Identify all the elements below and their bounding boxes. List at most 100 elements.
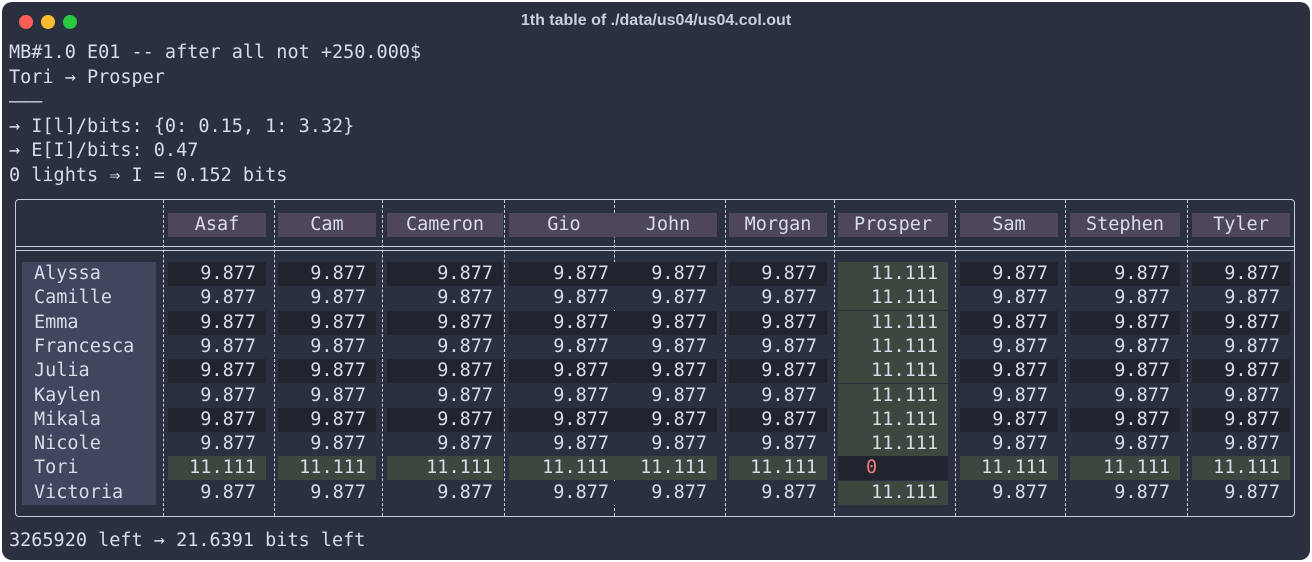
- table-cell: 9.877: [1192, 407, 1290, 432]
- table-cell: 11.111: [168, 456, 266, 481]
- table-cell: 11.111: [838, 359, 948, 384]
- column-header: Prosper: [838, 213, 948, 237]
- window-title: 1th table of ./data/us04/us04.col.out: [520, 12, 792, 29]
- table-cell: 9.877: [619, 262, 717, 286]
- minimize-button[interactable]: [41, 15, 55, 29]
- table-cell: 9.877: [509, 432, 619, 457]
- table-cell: 9.877: [168, 480, 266, 505]
- table-cell: 9.877: [509, 407, 619, 432]
- table-cell: 9.877: [1070, 359, 1180, 384]
- table-cell: 9.877: [1192, 262, 1290, 286]
- table-cell: 9.877: [729, 432, 827, 457]
- table-cell: 11.111: [509, 456, 619, 481]
- table-cell: 9.877: [619, 480, 717, 505]
- row-label: Francesca: [34, 335, 135, 357]
- table-cell: 11.111: [1070, 456, 1180, 481]
- table-cell: 9.877: [278, 262, 376, 286]
- table-cell: 11.111: [619, 456, 717, 481]
- table-cell: 9.877: [509, 480, 619, 505]
- row-label: Victoria: [34, 481, 124, 503]
- table-cell: 9.877: [168, 334, 266, 359]
- table-cell: 9.877: [509, 310, 619, 335]
- table-cell: 9.877: [1070, 480, 1180, 505]
- row-label: Kaylen: [34, 384, 101, 406]
- row-label: Mikala: [34, 408, 101, 430]
- table-cell: 9.877: [729, 310, 827, 335]
- table-cell: 9.877: [619, 432, 717, 457]
- table-cell: 9.877: [168, 407, 266, 432]
- close-button[interactable]: [19, 15, 33, 29]
- table-cell: 9.877: [960, 310, 1058, 335]
- table-cell: 9.877: [278, 480, 376, 505]
- table-cell: 9.877: [509, 262, 619, 286]
- table-cell: 11.111: [387, 456, 503, 481]
- output-line-4: → I[l]/bits: {0: 0.15, 1: 3.32}: [9, 116, 355, 137]
- table-cell: 9.877: [387, 310, 503, 335]
- table-cell: 11.111: [838, 286, 948, 311]
- table-cell: 9.877: [729, 407, 827, 432]
- table-cell: 9.877: [168, 359, 266, 384]
- table-cell: 11.111: [729, 456, 827, 481]
- table-cell: 9.877: [1070, 286, 1180, 311]
- table-cell: 9.877: [619, 383, 717, 408]
- table-cell: 9.877: [168, 262, 266, 286]
- row-label: Nicole: [34, 433, 101, 455]
- probability-table: Asaf Cam Cameron Gio John Morgan Prosper Sam Ste…: [15, 199, 1295, 517]
- table-cell: 9.877: [278, 407, 376, 432]
- table-cell: 9.877: [960, 286, 1058, 311]
- table-cell: 11.111: [838, 310, 948, 335]
- column-header: Sam: [960, 213, 1058, 237]
- table-cell: 9.877: [1070, 310, 1180, 335]
- output-line-2: Tori → Prosper: [9, 67, 165, 88]
- column-header: Gio: [509, 213, 619, 237]
- table-cell: 11.111: [838, 262, 948, 286]
- table-cell: 9.877: [1192, 286, 1290, 311]
- table-cell: 9.877: [168, 286, 266, 311]
- table-cell: 9.877: [960, 432, 1058, 457]
- table-cell: 11.111: [838, 334, 948, 359]
- table-cell: 9.877: [619, 359, 717, 384]
- table-cell: 9.877: [278, 334, 376, 359]
- table-cell: 9.877: [1070, 383, 1180, 408]
- footer-line: 3265920 left → 21.6391 bits left: [9, 530, 366, 551]
- output-line-1: MB#1.0 E01 -- after all not +250.000$: [9, 42, 422, 63]
- table-cell: 9.877: [509, 383, 619, 408]
- table-cell: 11.111: [278, 456, 376, 481]
- table-cell: 9.877: [1192, 480, 1290, 505]
- table-cell: 9.877: [960, 262, 1058, 286]
- table-cell: 11.111: [838, 480, 948, 505]
- column-header: Asaf: [168, 213, 266, 237]
- table-cell: 9.877: [1070, 334, 1180, 359]
- table-cell: 11.111: [838, 383, 948, 408]
- output-line-5: → E[I]/bits: 0.47: [9, 140, 199, 161]
- table-cell: 9.877: [729, 334, 827, 359]
- table-cell: 9.877: [387, 262, 503, 286]
- table-cell: 9.877: [1192, 359, 1290, 384]
- table-cell: 9.877: [387, 334, 503, 359]
- table-cell: 9.877: [729, 359, 827, 384]
- column-header: Cam: [278, 213, 376, 237]
- table-cell: 9.877: [960, 334, 1058, 359]
- table-cell: 9.877: [387, 359, 503, 384]
- table-cell: 9.877: [278, 286, 376, 311]
- table-cell: 11.111: [838, 432, 948, 457]
- table-cell: 9.877: [278, 432, 376, 457]
- table-cell: 9.877: [619, 334, 717, 359]
- table-cell: 9.877: [509, 359, 619, 384]
- table-cell: 9.877: [509, 334, 619, 359]
- table-cell: 9.877: [619, 310, 717, 335]
- table-cell: 9.877: [387, 432, 503, 457]
- table-cell: 9.877: [1192, 383, 1290, 408]
- zoom-button[interactable]: [63, 15, 77, 29]
- table-cell: 11.111: [838, 407, 948, 432]
- output-line-3: ———: [9, 91, 43, 112]
- table-cell: 9.877: [960, 383, 1058, 408]
- table-cell: 9.877: [960, 407, 1058, 432]
- table-cell: 9.877: [509, 286, 619, 311]
- table-cell: 9.877: [278, 383, 376, 408]
- table-cell: 9.877: [387, 383, 503, 408]
- row-label: Julia: [34, 360, 90, 382]
- table-cell: 9.877: [729, 262, 827, 286]
- column-header: Morgan: [729, 213, 827, 237]
